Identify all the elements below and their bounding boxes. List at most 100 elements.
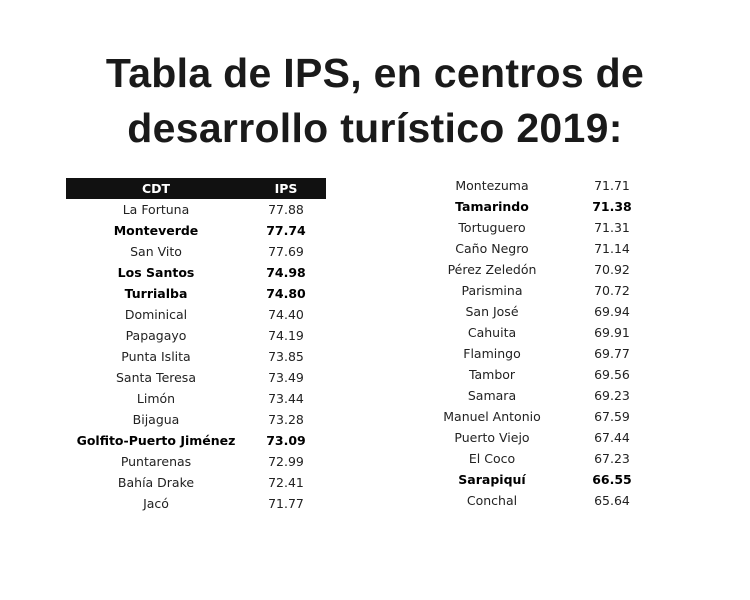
table-row: Tamarindo 71.38 (428, 196, 668, 217)
cdt-cell: Santa Teresa (116, 370, 196, 385)
ips-cell: 71.77 (268, 496, 304, 511)
ips-cell: 71.38 (592, 199, 632, 214)
table-row: Manuel Antonio 67.59 (428, 406, 668, 427)
ips-cell: 72.99 (268, 454, 304, 469)
cdt-cell: Manuel Antonio (443, 409, 541, 424)
table-row: Puerto Viejo 67.44 (428, 427, 668, 448)
ips-cell: 67.23 (594, 451, 630, 466)
ips-cell: 70.72 (594, 283, 630, 298)
cdt-cell: Conchal (466, 493, 518, 508)
table-row: Tortuguero 71.31 (428, 217, 668, 238)
ips-cell: 71.14 (594, 241, 630, 256)
cdt-cell: Jacó (143, 496, 169, 511)
ips-cell: 69.23 (594, 388, 630, 403)
cdt-cell: Puntarenas (120, 454, 192, 469)
ips-cell: 71.31 (594, 220, 630, 235)
table-body-left: La Fortuna 77.88 Monteverde 77.74 San Vito 77… (66, 199, 326, 514)
ips-cell: 74.80 (266, 286, 306, 301)
ips-cell: 73.09 (266, 433, 306, 448)
cdt-cell: Pérez Zeledón (447, 262, 537, 277)
cdt-cell: Bijagua (132, 412, 180, 427)
table-row: Golfito-Puerto Jiménez 73.09 (66, 430, 326, 451)
table-row: Pérez Zeledón 70.92 (428, 259, 668, 280)
table-row: Turrialba 74.80 (66, 283, 326, 304)
title-line-1: Tabla de IPS, en centros de (105, 50, 645, 96)
cdt-cell: Los Santos (117, 265, 195, 280)
cdt-cell: Golfito-Puerto Jiménez (76, 433, 236, 448)
ips-cell: 77.69 (268, 244, 304, 259)
cdt-cell: Limón (136, 391, 176, 406)
table-row: Conchal 65.64 (428, 490, 668, 511)
table-row: El Coco 67.23 (428, 448, 668, 469)
cdt-cell: Cahuita (467, 325, 517, 340)
table-row: Puntarenas 72.99 (66, 451, 326, 472)
column-header-ips: IPS (246, 178, 326, 199)
cdt-cell: Caño Negro (455, 241, 529, 256)
cdt-cell: Tamarindo (455, 199, 529, 214)
ips-cell: 67.44 (594, 430, 630, 445)
table-row: San José 69.94 (428, 301, 668, 322)
ips-cell: 69.77 (594, 346, 630, 361)
cdt-cell: Papagayo (125, 328, 187, 343)
ips-cell: 73.28 (268, 412, 304, 427)
table-row: Flamingo 69.77 (428, 343, 668, 364)
table-row: Montezuma 71.71 (428, 175, 668, 196)
table-row: Bahía Drake 72.41 (66, 472, 326, 493)
cdt-cell: San Vito (130, 244, 182, 259)
table-row: Parismina 70.72 (428, 280, 668, 301)
ips-table-right: Montezuma 71.71 Tamarindo 71.38 Tortuguero 71… (428, 175, 668, 511)
table-row: Santa Teresa 73.49 (66, 367, 326, 388)
ips-cell: 73.44 (268, 391, 304, 406)
ips-cell: 69.56 (594, 367, 630, 382)
ips-cell: 65.64 (594, 493, 630, 508)
cdt-cell: Turrialba (124, 286, 188, 301)
cdt-cell: Sarapiquí (458, 472, 526, 487)
table-body-right: Montezuma 71.71 Tamarindo 71.38 Tortuguero 71… (428, 175, 668, 511)
ips-cell: 77.74 (266, 223, 306, 238)
ips-cell: 71.71 (594, 178, 630, 193)
ips-cell: 66.55 (592, 472, 632, 487)
title-line-2: desarrollo turístico 2019: (127, 105, 623, 151)
table-header-row: CDT IPS (66, 178, 326, 199)
cdt-cell: Montezuma (455, 178, 529, 193)
cdt-cell: Tortuguero (458, 220, 526, 235)
table-row: Tambor 69.56 (428, 364, 668, 385)
cdt-cell: La Fortuna (122, 202, 190, 217)
table-row: San Vito 77.69 (66, 241, 326, 262)
cdt-cell: Puerto Viejo (454, 430, 530, 445)
ips-cell: 74.40 (268, 307, 304, 322)
ips-cell: 77.88 (268, 202, 304, 217)
cdt-cell: Tambor (468, 367, 516, 382)
ips-cell: 73.85 (268, 349, 304, 364)
cdt-cell: Samara (467, 388, 517, 403)
table-row: La Fortuna 77.88 (66, 199, 326, 220)
table-row: Cahuita 69.91 (428, 322, 668, 343)
table-row: Monteverde 77.74 (66, 220, 326, 241)
ips-cell: 72.41 (268, 475, 304, 490)
table-row: Papagayo 74.19 (66, 325, 326, 346)
column-header-cdt: CDT (66, 178, 246, 199)
ips-cell: 74.98 (266, 265, 306, 280)
cdt-cell: San José (465, 304, 519, 319)
table-row: Punta Islita 73.85 (66, 346, 326, 367)
page-title: Tabla de IPS, en centros de desarrollo t… (0, 46, 750, 156)
table-row: Sarapiquí 66.55 (428, 469, 668, 490)
ips-cell: 69.91 (594, 325, 630, 340)
ips-cell: 74.19 (268, 328, 304, 343)
table-row: Samara 69.23 (428, 385, 668, 406)
cdt-cell: Dominical (124, 307, 188, 322)
ips-cell: 73.49 (268, 370, 304, 385)
table-row: Caño Negro 71.14 (428, 238, 668, 259)
table-row: Bijagua 73.28 (66, 409, 326, 430)
cdt-cell: Parismina (461, 283, 523, 298)
ips-cell: 67.59 (594, 409, 630, 424)
table-row: Limón 73.44 (66, 388, 326, 409)
cdt-cell: Punta Islita (121, 349, 191, 364)
ips-table-left: CDT IPS La Fortuna 77.88 Monteverde 77.74 Sa… (66, 178, 326, 514)
cdt-cell: El Coco (468, 451, 516, 466)
cdt-cell: Bahía Drake (117, 475, 195, 490)
table-row: Dominical 74.40 (66, 304, 326, 325)
cdt-cell: Monteverde (113, 223, 199, 238)
table-row: Jacó 71.77 (66, 493, 326, 514)
ips-cell: 69.94 (594, 304, 630, 319)
